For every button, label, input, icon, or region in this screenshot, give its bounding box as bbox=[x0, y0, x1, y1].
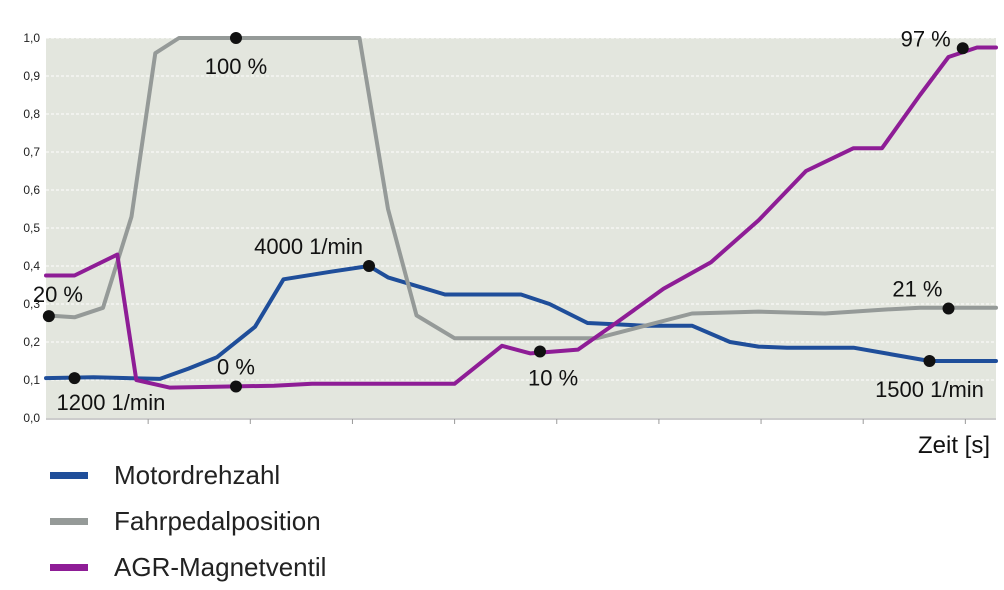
y-tick-label: 0,7 bbox=[23, 145, 40, 159]
legend: Motordrehzahl Fahrpedalposition AGR-Magn… bbox=[50, 452, 326, 590]
y-tick-label: 0,3 bbox=[23, 297, 40, 311]
annotation-marker bbox=[363, 260, 375, 272]
y-tick-label: 0,2 bbox=[23, 335, 40, 349]
legend-swatch bbox=[50, 517, 88, 525]
annotation-marker bbox=[534, 345, 546, 358]
annotation-label: 20 % bbox=[33, 282, 83, 307]
legend-swatch bbox=[50, 563, 88, 571]
y-tick-label: 0,8 bbox=[23, 107, 40, 121]
y-tick-label: 0,5 bbox=[23, 221, 40, 235]
series-lines bbox=[44, 36, 998, 390]
x-axis bbox=[46, 418, 996, 424]
legend-item-motordrehzahl: Motordrehzahl bbox=[50, 452, 326, 498]
legend-label: Motordrehzahl bbox=[114, 459, 281, 490]
annotations: 100 % 20 % 4000 1/min 0 % 10 % 21 % 97 % 1200 1… bbox=[33, 26, 984, 415]
annotation-label: 1500 1/min bbox=[875, 377, 984, 402]
legend-swatch bbox=[50, 471, 88, 479]
y-tick-label: 0,1 bbox=[23, 373, 40, 387]
series-line-fahrpedalposition bbox=[44, 36, 998, 341]
y-tick-label: 0,0 bbox=[23, 411, 40, 425]
annotation-label: 0 % bbox=[217, 354, 255, 379]
legend-item-agr-magnetventil: AGR-Magnetventil bbox=[50, 544, 326, 590]
series-line-agr-magnetventil bbox=[44, 45, 998, 390]
legend-label: AGR-Magnetventil bbox=[114, 551, 327, 582]
annotation-marker bbox=[230, 380, 242, 393]
y-tick-label: 0,4 bbox=[23, 259, 40, 273]
annotation-label: 4000 1/min bbox=[254, 234, 363, 259]
annotation-label: 97 % bbox=[901, 26, 951, 51]
grid-lines bbox=[46, 37, 996, 381]
y-axis: 0,0 0,1 0,2 0,3 0,4 0,5 0,6 0,7 0,8 0,9 1,0 bbox=[23, 31, 40, 425]
x-axis-label: Zeit [s] bbox=[918, 432, 990, 459]
y-tick-label: 0,6 bbox=[23, 183, 40, 197]
annotation-label: 100 % bbox=[205, 54, 267, 79]
legend-item-fahrpedalposition: Fahrpedalposition bbox=[50, 498, 326, 544]
annotation-marker bbox=[956, 42, 969, 55]
legend-label: Fahrpedalposition bbox=[114, 505, 321, 536]
annotation-marker bbox=[42, 310, 55, 323]
annotation-marker bbox=[68, 372, 81, 385]
annotation-marker bbox=[230, 32, 242, 44]
y-tick-label: 1,0 bbox=[23, 31, 40, 45]
series-line-motordrehzahl bbox=[44, 264, 998, 381]
annotation-label: 21 % bbox=[892, 277, 942, 302]
y-tick-label: 0,9 bbox=[23, 69, 40, 83]
annotation-label: 10 % bbox=[528, 366, 578, 391]
annotation-marker bbox=[923, 355, 936, 367]
annotation-marker bbox=[942, 302, 955, 315]
annotation-label: 1200 1/min bbox=[57, 390, 166, 415]
